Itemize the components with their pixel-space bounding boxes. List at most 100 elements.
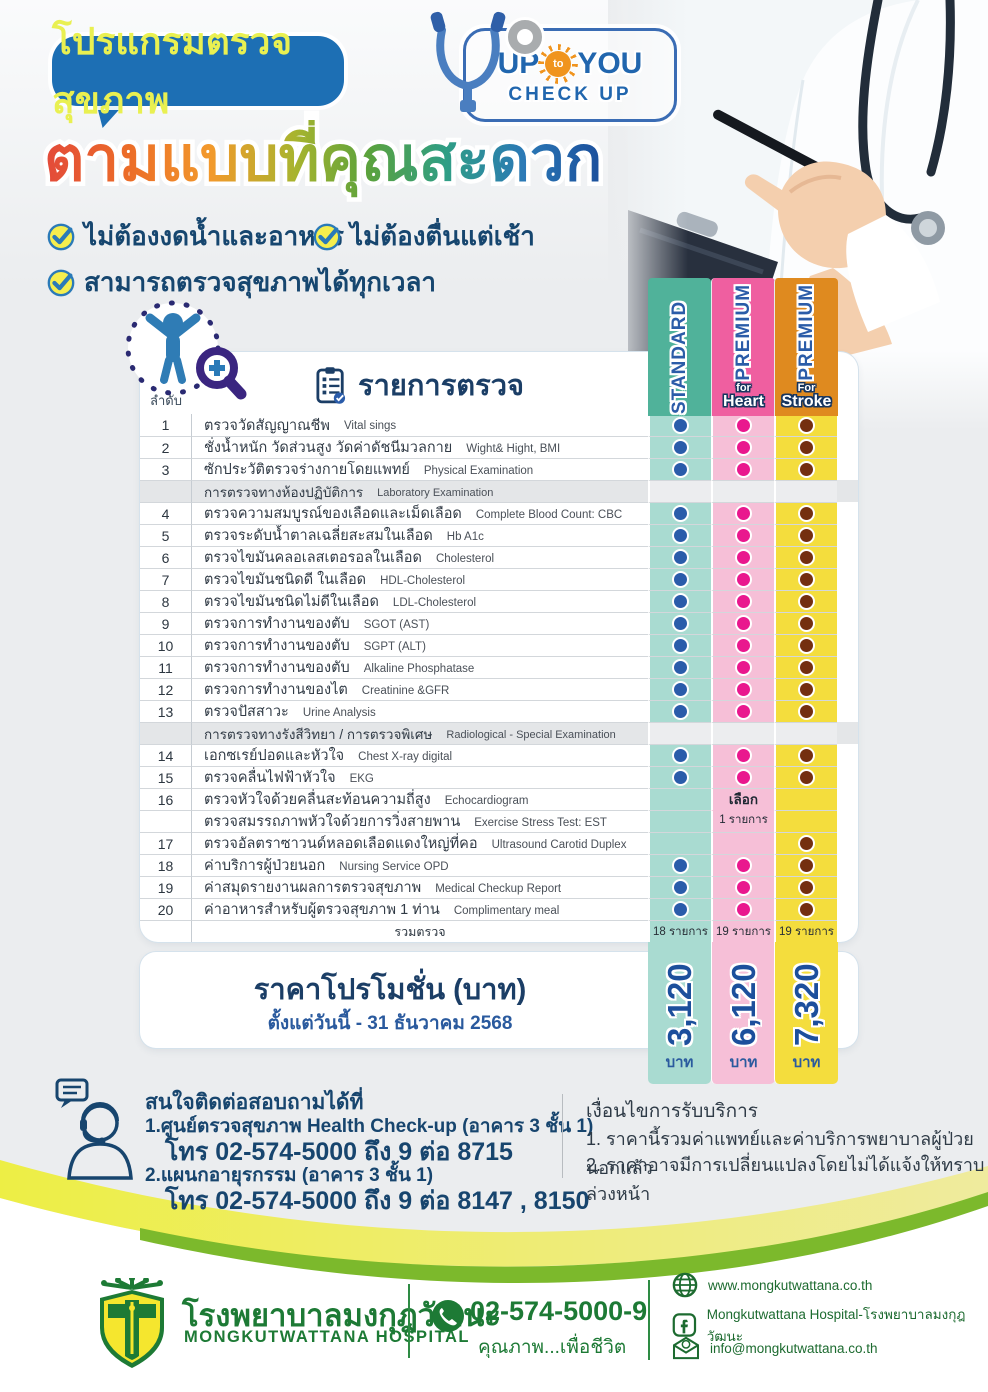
cell-stroke — [774, 832, 837, 854]
cell-heart — [711, 876, 774, 898]
item-name: ซักประวัติตรวจร่างกายโดยแพทย์ Physical Ex… — [192, 458, 648, 480]
table-row: 20 ค่าอาหารสำหรับผู้ตรวจสุขภาพ 1 ท่าน Comp… — [140, 898, 858, 920]
row-number: 18 — [140, 854, 192, 876]
included-dot — [798, 857, 815, 874]
facebook-link[interactable]: Mongkutwattana Hospital-โรงพยาบาลมงกุฎวั… — [706, 1307, 966, 1344]
cell-standard — [648, 458, 711, 480]
column-header-standard: STANDARD — [648, 278, 711, 416]
table-row: 4 ตรวจความสมบูรณ์ของเลือดและเม็ดเลือด Comp… — [140, 502, 858, 524]
row-number: 6 — [140, 546, 192, 568]
benefit-label: ไม่ต้องตื่นแต่เช้า — [350, 221, 535, 251]
contact-line2: 2.แผนกอายุรกรรม (อาคาร 3 ชั้น 1) — [145, 1165, 434, 1186]
cell-stroke — [774, 414, 837, 436]
currency-label: บาท — [792, 1054, 821, 1071]
item-name: ตรวจการทำงานของตับ SGOT (AST) — [192, 612, 648, 634]
item-name: ตรวจระดับน้ำตาลเฉลี่ยสะสมในเลือด Hb A1c — [192, 524, 648, 546]
item-name: ค่าอาหารสำหรับผู้ตรวจสุขภาพ 1 ท่าน Compli… — [192, 898, 648, 920]
person-magnifier-icon — [125, 300, 247, 400]
item-name: ตรวจไขมันคลอเลสเตอรอลในเลือด Cholesterol — [192, 546, 648, 568]
row-number: 9 — [140, 612, 192, 634]
row-number: 7 — [140, 568, 192, 590]
cell-stroke — [774, 502, 837, 524]
globe-icon — [672, 1272, 698, 1298]
row-number: 4 — [140, 502, 192, 524]
included-dot — [672, 747, 689, 764]
footer-tagline: คุณภาพ...เพื่อชีวิต — [478, 1337, 627, 1358]
sum-heart: 19 รายการ — [711, 920, 774, 942]
included-dot — [672, 549, 689, 566]
contact-tel2[interactable]: โทร 02-574-5000 ถึง 9 ต่อ 8147 , 8150 — [165, 1187, 590, 1215]
included-dot — [672, 901, 689, 918]
cell-standard — [648, 678, 711, 700]
cell-heart — [711, 700, 774, 722]
email-icon — [672, 1336, 700, 1360]
price-value: 7,320 — [787, 963, 825, 1046]
cell-heart — [711, 898, 774, 920]
column-header-premium-stroke: PREMIUM For Stroke — [774, 278, 838, 416]
cell-standard — [648, 898, 711, 920]
cell-standard — [648, 810, 711, 832]
program-badge: โปรแกรมตรวจสุขภาพ — [52, 21, 344, 121]
cell-heart — [711, 634, 774, 656]
included-dot — [672, 637, 689, 654]
cell-standard — [648, 502, 711, 524]
sum-standard: 18 รายการ — [648, 920, 711, 942]
row-number: 1 — [140, 414, 192, 436]
sum-label: รวมตรวจ — [192, 920, 648, 942]
row-number: 10 — [140, 634, 192, 656]
included-dot — [672, 879, 689, 896]
website-row[interactable]: www.mongkutwattana.co.th — [672, 1272, 872, 1298]
item-name: ตรวจการทำงานของไต Creatinine &GFR — [192, 678, 648, 700]
row-number: 5 — [140, 524, 192, 546]
column-label: STANDARD — [668, 300, 690, 414]
footer-phone[interactable]: 02-574-5000-9 — [470, 1296, 648, 1326]
cell-standard — [648, 524, 711, 546]
condition-item: 1. ราคานี้รวมค่าแพทย์และค่าบริการพยาบาลผ… — [586, 1129, 974, 1178]
included-dot — [735, 527, 752, 544]
cell-heart — [711, 656, 774, 678]
included-dot — [735, 857, 752, 874]
included-dot — [672, 857, 689, 874]
row-number: 14 — [140, 744, 192, 766]
included-dot — [798, 593, 815, 610]
email-link[interactable]: info@mongkutwattana.co.th — [710, 1340, 878, 1356]
call-center-icon — [55, 1078, 133, 1180]
logo-you: YOU — [577, 47, 643, 80]
table-row: 6 ตรวจไขมันคลอเลสเตอรอลในเลือด Cholesterol — [140, 546, 858, 568]
cell-heart — [711, 502, 774, 524]
included-dot — [735, 615, 752, 632]
column-label: PREMIUM — [732, 283, 754, 381]
table-row: 9 ตรวจการทำงานของตับ SGOT (AST) — [140, 612, 858, 634]
included-dot — [672, 703, 689, 720]
table-row: 10 ตรวจการทำงานของตับ SGPT (ALT) — [140, 634, 858, 656]
included-dot — [798, 769, 815, 786]
included-dot — [798, 416, 815, 434]
hospital-name-english: MONGKUTWATTANA HOSPITAL — [184, 1328, 470, 1346]
item-name: ตรวจคลื่นไฟฟ้าหัวใจ EKG — [192, 766, 648, 788]
email-row[interactable]: info@mongkutwattana.co.th — [672, 1336, 878, 1360]
website-link[interactable]: www.mongkutwattana.co.th — [708, 1277, 873, 1293]
cell-heart — [711, 414, 774, 436]
included-dot — [798, 549, 815, 566]
facebook-row[interactable]: Mongkutwattana Hospital-โรงพยาบาลมงกุฎวั… — [672, 1303, 988, 1347]
check-icon — [47, 269, 75, 296]
footer-swoosh — [0, 1160, 988, 1392]
stethoscope-icon — [430, 11, 506, 112]
contact-tel1[interactable]: โทร 02-574-5000 ถึง 9 ต่อ 8715 — [165, 1138, 513, 1166]
item-name: ตรวจความสมบูรณ์ของเลือดและเม็ดเลือด Compl… — [192, 502, 648, 524]
included-dot — [798, 571, 815, 588]
cell-heart — [711, 612, 774, 634]
index-column-header: ลำดับ — [150, 393, 182, 408]
item-name: ตรวจอัลตราซาวนด์หลอดเลือดแดงใหญ่ที่คอ Ult… — [192, 832, 648, 854]
cell-heart — [711, 546, 774, 568]
divider — [562, 1094, 563, 1178]
price-premium-stroke: 7,320 บาท — [774, 942, 838, 1084]
cell-stroke — [774, 458, 837, 480]
item-name: ค่าบริการผู้ป่วยนอก Nursing Service OPD — [192, 854, 648, 876]
table-row: ตรวจสมรรถภาพหัวใจด้วยการวิ่งสายพาน Exerci… — [140, 810, 858, 832]
sun-icon: to — [545, 51, 572, 77]
cell-stroke — [774, 546, 837, 568]
cell-stroke — [774, 788, 837, 810]
cell-standard — [648, 612, 711, 634]
sum-row: รวมตรวจ 18 รายการ 19 รายการ 19 รายการ — [140, 920, 858, 942]
